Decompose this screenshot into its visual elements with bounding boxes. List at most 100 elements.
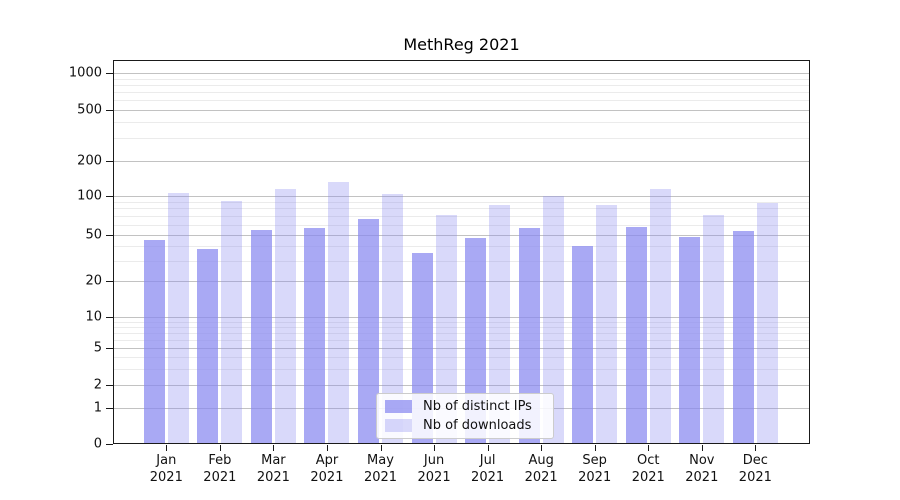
y-tick (106, 281, 113, 282)
bar-nb-of-downloads-aug (542, 195, 564, 444)
x-tick-label: Nov 2021 (685, 453, 719, 485)
y-gridline-minor (114, 246, 809, 248)
y-tick-label: 5 (93, 340, 102, 356)
x-tick (166, 445, 168, 451)
bar-nb-of-downloads-mar (274, 189, 296, 444)
chart-title: MethReg 2021 (403, 35, 520, 54)
bar-nb-of-downloads-jun (435, 215, 457, 444)
y-tick (106, 235, 113, 236)
y-gridline-minor (114, 368, 809, 370)
y-gridline-minor (114, 339, 809, 341)
x-tick-label: Jun 2021 (417, 453, 451, 485)
bar-nb-of-distinct-ips-may (358, 219, 379, 444)
bar-nb-of-distinct-ips-mar (250, 229, 272, 444)
x-tick-label: Jan 2021 (149, 453, 183, 485)
x-tick (701, 445, 703, 451)
legend-label-downloads: Nb of downloads (423, 418, 532, 433)
y-gridline-minor (114, 224, 809, 226)
y-gridline-major (114, 195, 809, 197)
bar-nb-of-distinct-ips-aug (518, 227, 540, 444)
bar-nb-of-downloads-dec (756, 202, 778, 444)
bar-nb-of-downloads-may (382, 194, 403, 444)
bar-nb-of-downloads-sep (596, 204, 618, 444)
y-tick (106, 444, 113, 445)
y-gridline-minor (114, 321, 809, 323)
bar-nb-of-downloads-jan (167, 193, 189, 444)
y-gridline-major (114, 73, 809, 74)
legend-item-downloads: Nb of downloads (385, 418, 545, 433)
y-gridline-minor (114, 84, 809, 86)
downloads-swatch (385, 419, 412, 432)
y-tick (106, 195, 113, 197)
y-tick-label: 500 (77, 102, 102, 118)
x-tick-label: Sep 2021 (578, 453, 612, 485)
bar-nb-of-distinct-ips-jul (465, 238, 487, 444)
distinct-ips-swatch (385, 400, 412, 413)
x-tick (380, 445, 382, 451)
bar-nb-of-distinct-ips-nov (679, 237, 701, 444)
bar-nb-of-downloads-feb (221, 200, 243, 444)
y-tick-label: 50 (85, 227, 102, 243)
bar-nb-of-downloads-oct (649, 189, 671, 444)
y-gridline-major (114, 317, 809, 318)
y-gridline-minor (114, 326, 809, 328)
plot-frame (113, 60, 810, 444)
y-gridline-minor (114, 138, 809, 140)
y-gridline-minor (114, 92, 809, 94)
y-tick (106, 317, 113, 318)
x-tick-label: Jul 2021 (471, 453, 505, 485)
legend-label-distinct-ips: Nb of distinct IPs (423, 399, 532, 414)
bar-nb-of-distinct-ips-oct (625, 226, 647, 444)
y-gridline-minor (114, 357, 809, 358)
y-gridline-minor (114, 78, 809, 80)
y-tick-label: 1 (93, 400, 102, 416)
y-tick-label: 20 (85, 273, 102, 289)
x-tick-label: Feb 2021 (203, 453, 237, 485)
y-gridline-minor (114, 100, 809, 102)
y-tick (106, 110, 113, 111)
y-tick (106, 408, 113, 409)
bar-nb-of-distinct-ips-sep (572, 246, 594, 444)
bar-nb-of-distinct-ips-dec (732, 230, 754, 444)
y-gridline-minor (114, 122, 809, 124)
bar-nb-of-distinct-ips-apr (304, 227, 326, 444)
x-tick-label: Mar 2021 (256, 453, 290, 485)
y-tick-label: 10 (85, 309, 102, 325)
x-tick (273, 445, 275, 451)
x-tick (219, 445, 221, 451)
x-tick (755, 445, 757, 451)
bar-nb-of-downloads-jul (489, 205, 511, 444)
y-gridline-major (114, 161, 809, 162)
x-tick-label: Oct 2021 (631, 453, 665, 485)
x-tick-label: May 2021 (363, 453, 398, 485)
y-gridline-minor (114, 208, 809, 210)
x-tick-label: Apr 2021 (310, 453, 344, 485)
y-tick-label: 1000 (68, 65, 102, 81)
y-gridline-minor (114, 215, 809, 217)
y-gridline-major (114, 385, 809, 386)
y-gridline-minor (114, 260, 809, 262)
bar-nb-of-downloads-apr (328, 182, 350, 444)
x-tick (326, 445, 328, 451)
legend: Nb of distinct IPs Nb of downloads (376, 393, 554, 439)
y-gridline-major (114, 235, 809, 236)
x-tick-label: Dec 2021 (738, 453, 772, 485)
y-tick (106, 73, 113, 74)
bar-nb-of-downloads-nov (703, 215, 725, 444)
y-gridline-major (114, 281, 809, 282)
y-tick (106, 348, 113, 349)
y-gridline-major (114, 348, 809, 349)
y-tick-label: 2 (93, 377, 102, 393)
y-tick (106, 161, 113, 162)
y-tick-label: 0 (93, 436, 102, 452)
x-tick (594, 445, 596, 451)
y-gridline-major (114, 110, 809, 111)
x-tick (434, 445, 436, 451)
bar-nb-of-distinct-ips-jan (143, 240, 165, 444)
bar-nb-of-distinct-ips-feb (197, 248, 219, 444)
x-tick (541, 445, 543, 451)
y-tick (106, 385, 113, 386)
x-tick (648, 445, 650, 451)
legend-item-distinct-ips: Nb of distinct IPs (385, 399, 545, 414)
y-gridline-minor (114, 201, 809, 203)
